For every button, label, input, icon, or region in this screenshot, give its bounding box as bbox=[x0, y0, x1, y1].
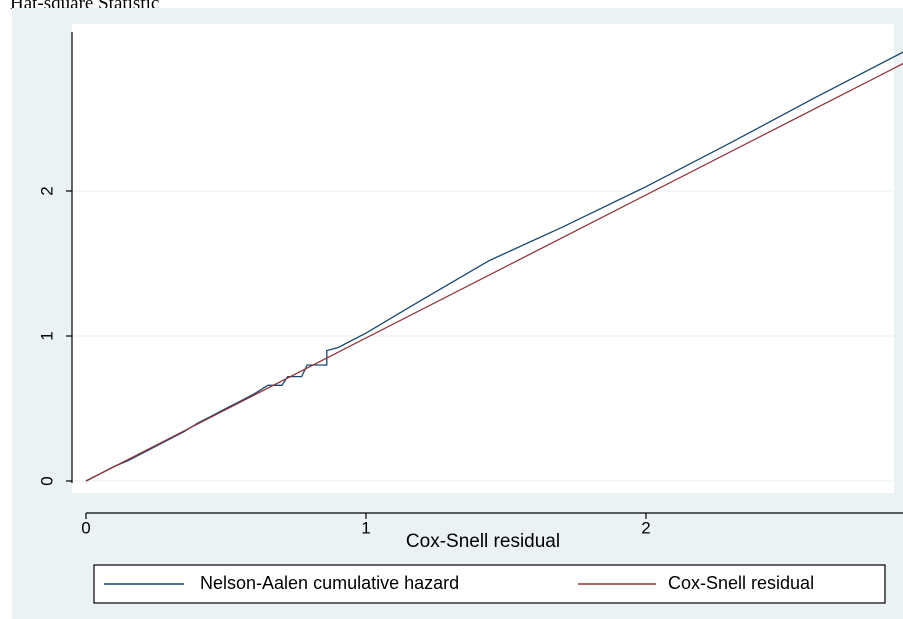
x-tick-label-0: 0 bbox=[81, 518, 90, 537]
legend-label-0: Nelson-Aalen cumulative hazard bbox=[200, 573, 459, 593]
y-tick-label-0: 0 bbox=[37, 476, 56, 485]
legend-box bbox=[93, 564, 886, 604]
grid-lines bbox=[72, 190, 894, 482]
legend: Nelson-Aalen cumulative hazard Cox-Snell … bbox=[93, 564, 886, 604]
x-tick-label-1: 1 bbox=[361, 518, 370, 537]
series-lines bbox=[85, 51, 903, 482]
y-tick-label-2: 2 bbox=[37, 186, 56, 195]
legend-label-1: Cox-Snell residual bbox=[668, 573, 814, 593]
axes bbox=[66, 32, 903, 519]
x-tick-label-2: 2 bbox=[641, 518, 650, 537]
plot-region bbox=[72, 24, 894, 493]
series-line-nelson-aalen bbox=[85, 51, 903, 482]
x-axis-title: Cox-Snell residual bbox=[406, 531, 560, 552]
series-line-cox-snell bbox=[85, 62, 903, 482]
tick-labels: 0 1 2 0 1 2 bbox=[37, 186, 650, 537]
y-tick-label-1: 1 bbox=[37, 331, 56, 340]
